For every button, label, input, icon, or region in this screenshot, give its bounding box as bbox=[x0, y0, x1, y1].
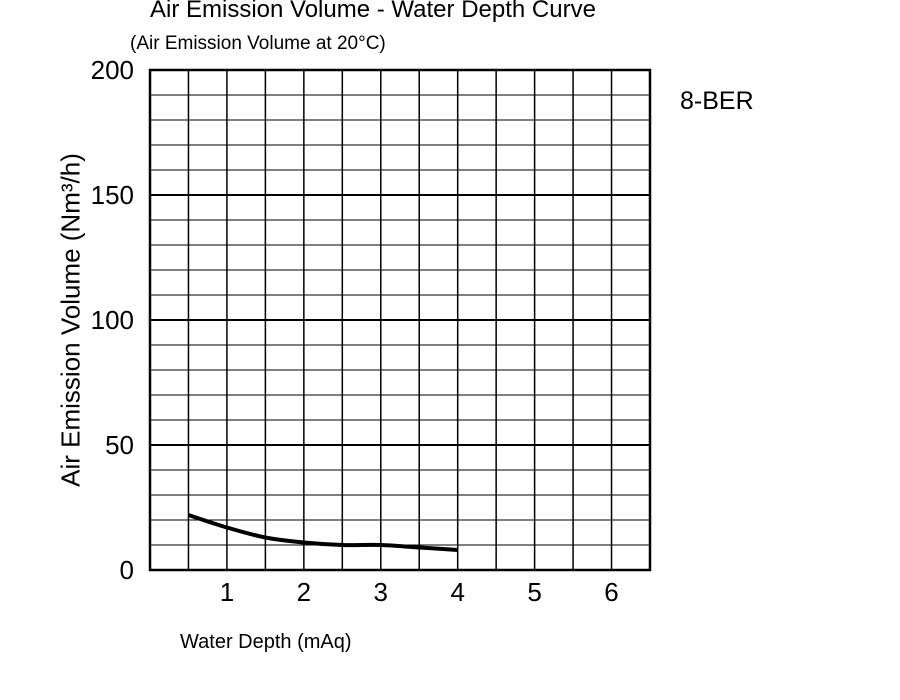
y-tick-label: 0 bbox=[120, 555, 134, 585]
chart-subtitle: (Air Emission Volume at 20°C) bbox=[130, 33, 386, 54]
series-line-0 bbox=[187, 513, 458, 552]
y-tick-label: 50 bbox=[105, 430, 134, 460]
x-tick-label: 5 bbox=[527, 577, 541, 607]
y-tick-label: 100 bbox=[91, 305, 134, 335]
x-tick-label: 3 bbox=[374, 577, 388, 607]
x-tick-labels: 1 2 3 4 5 6 bbox=[220, 577, 619, 607]
model-label: 8-BER bbox=[680, 87, 754, 115]
y-tick-labels: 0 50 100 150 200 bbox=[91, 55, 134, 585]
y-tick-label: 150 bbox=[91, 180, 134, 210]
x-tick-label: 1 bbox=[220, 577, 234, 607]
plot-frame bbox=[148, 68, 652, 572]
x-tick-label: 4 bbox=[450, 577, 464, 607]
series-group bbox=[187, 513, 458, 552]
x-tick-label: 2 bbox=[297, 577, 311, 607]
x-tick-label: 6 bbox=[604, 577, 618, 607]
major-grid bbox=[150, 194, 650, 446]
x-axis-label: Water Depth (mAq) bbox=[180, 631, 352, 653]
y-tick-label: 200 bbox=[91, 55, 134, 85]
chart-title: Air Emission Volume - Water Depth Curve bbox=[150, 0, 596, 23]
